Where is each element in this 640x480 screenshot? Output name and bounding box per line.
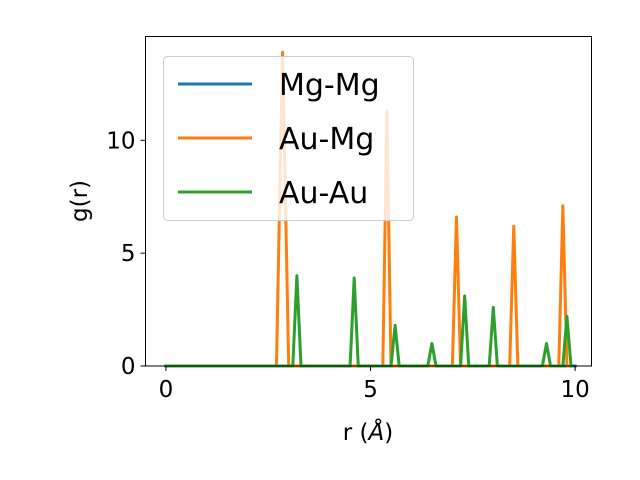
legend-label-au-mg: Au-Mg [279, 122, 374, 157]
y-tick-label: 5 [121, 241, 136, 267]
legend-label-mg-mg: Mg-Mg [279, 68, 380, 103]
axes-frame [145, 36, 592, 367]
x-tick-label: 10 [560, 377, 589, 403]
series-line-au-mg [164, 50, 573, 368]
ticks-layer: 0 5 10 0 5 10 [106, 128, 590, 403]
legend-box [163, 56, 414, 221]
x-axis-label: r (Å) [343, 418, 393, 446]
legend: Mg-Mg Au-Mg Au-Au [163, 56, 414, 221]
y-tick-label: 0 [121, 354, 136, 380]
x-tick-label: 5 [363, 377, 378, 403]
legend-label-au-au: Au-Au [279, 176, 368, 211]
y-tick-label: 10 [106, 128, 135, 154]
y-axis-label: g(r) [67, 180, 93, 222]
x-tick-label: 0 [159, 377, 174, 403]
